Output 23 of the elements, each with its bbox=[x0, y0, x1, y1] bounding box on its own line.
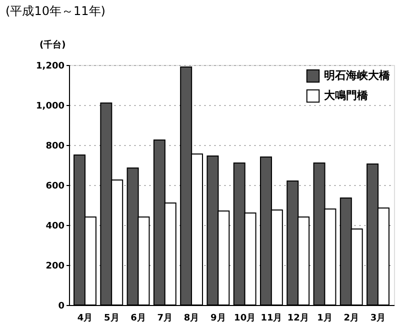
x-tick-label: 5月 bbox=[104, 312, 120, 324]
y-tick-label: 1,000 bbox=[36, 102, 64, 112]
x-tick-label: 1月 bbox=[317, 312, 332, 324]
x-tick-label: 10月 bbox=[234, 312, 256, 324]
y-tick-label: 800 bbox=[46, 142, 64, 152]
legend-label: 明石海峡大橋 bbox=[324, 69, 391, 82]
y-tick-label: 600 bbox=[46, 182, 64, 192]
x-tick-label: 8月 bbox=[184, 312, 200, 324]
x-tick-label: 2月 bbox=[344, 312, 360, 324]
x-tick-label: 11月 bbox=[260, 312, 282, 324]
x-tick-label: 4月 bbox=[77, 312, 93, 324]
y-tick-label: 400 bbox=[46, 222, 64, 232]
x-tick-label: 9月 bbox=[210, 312, 226, 324]
legend-label: 大鳴門橋 bbox=[324, 89, 369, 102]
x-tick-label: 6月 bbox=[130, 312, 146, 324]
y-tick-label: 1,200 bbox=[36, 62, 64, 72]
x-tick-label: 7月 bbox=[157, 312, 173, 324]
y-tick-label: 0 bbox=[58, 302, 64, 312]
chart-title: (平成10年～11年) bbox=[6, 4, 106, 18]
x-tick-label: 3月 bbox=[370, 312, 386, 324]
y-axis-title: (千台) bbox=[40, 40, 66, 50]
y-tick-label: 200 bbox=[46, 262, 64, 272]
x-tick-label: 12月 bbox=[287, 312, 309, 324]
